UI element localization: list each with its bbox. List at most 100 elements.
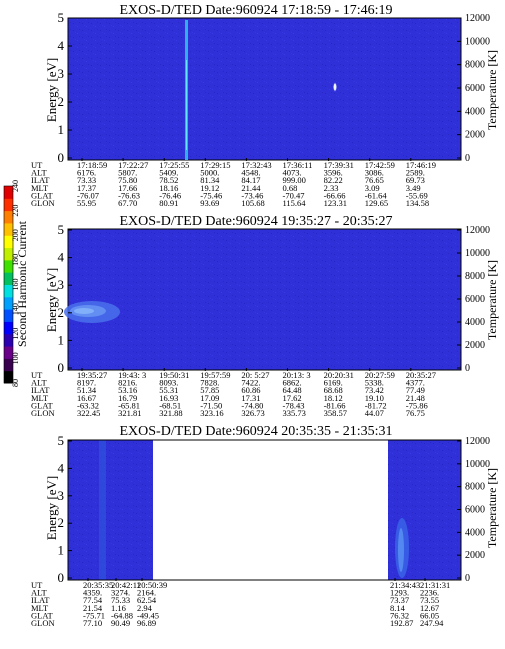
ephemeris-row-label: GLON bbox=[31, 618, 55, 628]
y2tick-label: 10000 bbox=[465, 459, 490, 470]
ephemeris-cell: 17:42:59 bbox=[365, 160, 395, 170]
ephemeris-cell: 66.05 bbox=[420, 610, 439, 620]
ephemeris-cell: 4073. bbox=[283, 168, 302, 178]
colorbar-swatch bbox=[4, 210, 13, 224]
panel-3-y2ticks: 0 2000 4000 6000 8000 10000 12000 bbox=[457, 436, 490, 584]
ephemeris-cell: 16.67 bbox=[77, 393, 96, 403]
ephemeris-cell: 3596. bbox=[324, 168, 343, 178]
panel-3: EXOS-D/TED Date:960924 20:35:35 - 21:35:… bbox=[31, 424, 499, 628]
ephemeris-cell: 17:39:31 bbox=[324, 160, 354, 170]
ephemeris-cell: 8197. bbox=[77, 378, 96, 388]
panel-3-title: EXOS-D/TED Date:960924 20:35:35 - 21:35:… bbox=[120, 424, 393, 439]
ephemeris-cell: 82.22 bbox=[324, 175, 343, 185]
ephemeris-cell: 115.64 bbox=[283, 198, 307, 208]
ephemeris-cell: 999.00 bbox=[283, 175, 306, 185]
ephemeris-cell: 20:27:59 bbox=[365, 370, 395, 380]
panel-1: EXOS-D/TED Date:960924 17:18:59 - 17:46:… bbox=[31, 3, 499, 208]
colorbar-swatch bbox=[4, 198, 13, 212]
ephemeris-cell: 2589. bbox=[406, 168, 425, 178]
ephemeris-cell: 17:18:59 bbox=[77, 160, 107, 170]
ephemeris-cell: 77.10 bbox=[83, 618, 102, 628]
ephemeris-row-label: UT bbox=[31, 580, 43, 590]
ephemeris-cell: 96.89 bbox=[137, 618, 156, 628]
ephemeris-cell: 19.10 bbox=[365, 393, 384, 403]
colorbar-swatch bbox=[4, 321, 13, 335]
colorbar-swatch bbox=[4, 272, 13, 285]
ephemeris-row-label: UT bbox=[31, 370, 43, 380]
ephemeris-cell: 321.88 bbox=[159, 408, 182, 418]
ephemeris-cell: 20:13: 3 bbox=[283, 370, 311, 380]
ephemeris-cell: 93.69 bbox=[200, 198, 219, 208]
ephemeris-cell: -66.66 bbox=[324, 190, 346, 200]
ytick-label: 1 bbox=[58, 332, 65, 347]
panel-3-segment-left-band bbox=[99, 440, 106, 580]
colorbar-swatch bbox=[4, 309, 13, 322]
colorbar-ticks: 80 100 120 140 160 180 200 220 240 bbox=[11, 180, 20, 387]
ephemeris-row-label: MLT bbox=[31, 603, 49, 613]
ephemeris-cell: 123.31 bbox=[324, 198, 347, 208]
panel-1-cyan-spike-core bbox=[186, 60, 187, 150]
ephemeris-cell: 7422. bbox=[241, 378, 260, 388]
ephemeris-cell: 19:43: 3 bbox=[118, 370, 146, 380]
ytick-label: 5 bbox=[58, 433, 65, 448]
ephemeris-cell: 19.12 bbox=[200, 183, 219, 193]
y2tick-label: 4000 bbox=[465, 106, 485, 117]
ephemeris-cell: -61.64 bbox=[365, 190, 388, 200]
ephemeris-cell: -81.66 bbox=[324, 400, 346, 410]
ephemeris-cell: 64.48 bbox=[283, 385, 302, 395]
ephemeris-cell: 81.34 bbox=[200, 175, 220, 185]
ephemeris-cell: 5000. bbox=[200, 168, 219, 178]
ephemeris-cell: 18.12 bbox=[324, 393, 343, 403]
ephemeris-row-label: ALT bbox=[31, 588, 48, 598]
panel-1-plot-area bbox=[67, 17, 462, 161]
ephemeris-cell: 55.31 bbox=[159, 385, 178, 395]
ytick-label: 5 bbox=[58, 222, 65, 237]
ephemeris-cell: 192.87 bbox=[390, 618, 413, 628]
ephemeris-cell: -63.32 bbox=[77, 400, 99, 410]
panel-1-y2label: Temperature [K] bbox=[485, 50, 499, 130]
ephemeris-cell: 17:25:55 bbox=[159, 160, 189, 170]
panel-3-yticks: 0 1 2 3 4 5 bbox=[58, 433, 72, 585]
ytick-label: 2 bbox=[58, 305, 65, 320]
y2tick-label: 12000 bbox=[465, 13, 490, 24]
ephemeris-cell: 129.65 bbox=[365, 198, 388, 208]
ephemeris-cell: 134.58 bbox=[406, 198, 429, 208]
ephemeris-cell: 19:50:31 bbox=[159, 370, 189, 380]
panel-2-y2ticks: 0 2000 4000 6000 8000 10000 12000 bbox=[457, 225, 490, 374]
ephemeris-cell: 8216. bbox=[118, 378, 137, 388]
ephemeris-cell: 17.09 bbox=[200, 393, 219, 403]
colorbar-swatch bbox=[4, 358, 13, 372]
ephemeris-cell: 68.68 bbox=[324, 385, 343, 395]
colorbar-tick-label: 240 bbox=[11, 180, 20, 192]
ephemeris-cell: 3086. bbox=[365, 168, 384, 178]
ephemeris-row-label: ILAT bbox=[31, 595, 50, 605]
y2tick-label: 8000 bbox=[465, 271, 485, 282]
ephemeris-cell: 17.31 bbox=[241, 393, 260, 403]
y2tick-label: 2000 bbox=[465, 550, 485, 561]
ytick-label: 4 bbox=[58, 38, 65, 53]
ephemeris-cell: 75.33 bbox=[111, 595, 130, 605]
ephemeris-cell: -71.50 bbox=[200, 400, 222, 410]
ephemeris-row-label: GLAT bbox=[31, 190, 54, 200]
y2tick-label: 12000 bbox=[465, 225, 490, 236]
ephemeris-cell: 2236. bbox=[420, 588, 439, 598]
colorbar-tick-label: 180 bbox=[11, 254, 20, 266]
colorbar-swatch bbox=[4, 296, 13, 310]
y2tick-label: 8000 bbox=[465, 60, 485, 71]
ephemeris-cell: 20:35:27 bbox=[406, 370, 436, 380]
panel-2-yticks: 0 1 2 3 4 5 bbox=[58, 222, 72, 375]
ephemeris-cell: 19:57:59 bbox=[200, 370, 230, 380]
colorbar-swatch bbox=[4, 222, 13, 236]
ephemeris-cell: 6862. bbox=[283, 378, 302, 388]
ephemeris-cell: 16.79 bbox=[118, 393, 137, 403]
ephemeris-cell: 2.94 bbox=[137, 603, 153, 613]
colorbar-swatches bbox=[3, 185, 14, 384]
y2tick-label: 10000 bbox=[465, 248, 490, 259]
ephemeris-cell: 17.37 bbox=[77, 183, 96, 193]
ephemeris-cell: -65.81 bbox=[118, 400, 140, 410]
panel-3-right-plume bbox=[395, 518, 409, 578]
ephemeris-cell: 51.34 bbox=[77, 385, 97, 395]
ephemeris-cell: 76.65 bbox=[365, 175, 384, 185]
ephemeris-cell: 335.73 bbox=[283, 408, 306, 418]
ephemeris-cell: 7828. bbox=[200, 378, 219, 388]
